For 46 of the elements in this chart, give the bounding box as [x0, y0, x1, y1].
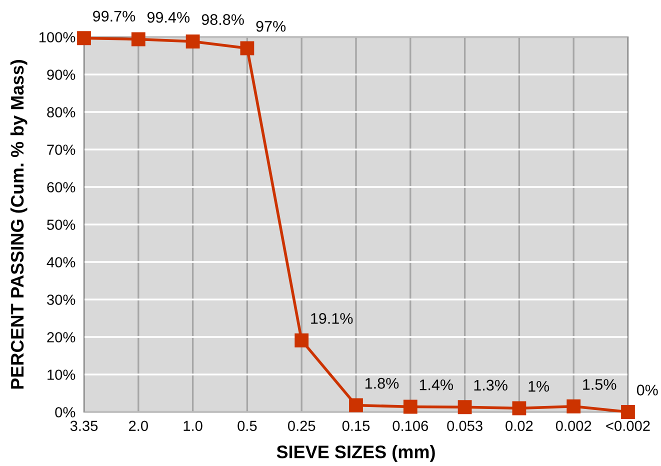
point	[403, 400, 418, 414]
y-tick-label: 70%	[47, 144, 76, 155]
y-tick-label: 100%	[39, 32, 76, 42]
x-tick-label: 1.0	[184, 420, 202, 432]
y-tick-label: 90%	[47, 70, 76, 80]
point	[349, 398, 363, 412]
x-tick-label: 0.25	[288, 420, 316, 432]
point	[621, 405, 635, 419]
x-tick-label: 3.35	[70, 420, 98, 432]
point	[458, 400, 472, 414]
point	[186, 34, 200, 48]
data-label: 1.5%	[583, 379, 616, 390]
data-label: 97%	[256, 20, 286, 32]
x-tick-label: 0.5	[238, 420, 257, 432]
point	[294, 333, 309, 348]
data-label: 98.8%	[202, 14, 244, 25]
y-tick-label: 0%	[55, 407, 76, 418]
data-label: 99.4%	[147, 12, 190, 23]
point	[77, 31, 91, 46]
y-tick-label: 40%	[46, 257, 76, 268]
x-tick-label: 0.002	[556, 420, 592, 432]
data-label: 1%	[528, 380, 550, 392]
data-label: 0%	[636, 384, 658, 396]
y-tick-label: 30%	[47, 294, 76, 305]
x-tick-label: 0.053	[447, 420, 482, 432]
point	[512, 401, 526, 416]
point	[566, 399, 581, 414]
y-tick-label: 50%	[47, 220, 76, 230]
data-label: 1.3%	[474, 380, 508, 391]
data-label: 19.1%	[311, 313, 353, 324]
data-label: 1.4%	[420, 379, 454, 390]
data-label: 1.8%	[366, 378, 399, 389]
x-tick-label: 2.0	[129, 420, 148, 432]
x-axis-title: SIEVE SIZES (mm)	[276, 445, 435, 462]
x-tick-label: <0.002	[606, 420, 650, 432]
data-label: 99.7%	[93, 10, 136, 22]
y-tick-label: 80%	[47, 107, 76, 118]
point	[131, 32, 146, 46]
y-tick-label: 60%	[47, 182, 76, 192]
point	[240, 41, 254, 56]
y-tick-label: 20%	[47, 332, 76, 342]
x-tick-label: 0.106	[392, 420, 428, 432]
x-tick-label: 0.15	[342, 420, 370, 432]
y-tick-label: 10%	[48, 370, 76, 380]
y-axis-title: PERCENT PASSING (Cum. % by Mass)	[10, 60, 28, 389]
x-tick-label: 0.02	[506, 420, 533, 432]
